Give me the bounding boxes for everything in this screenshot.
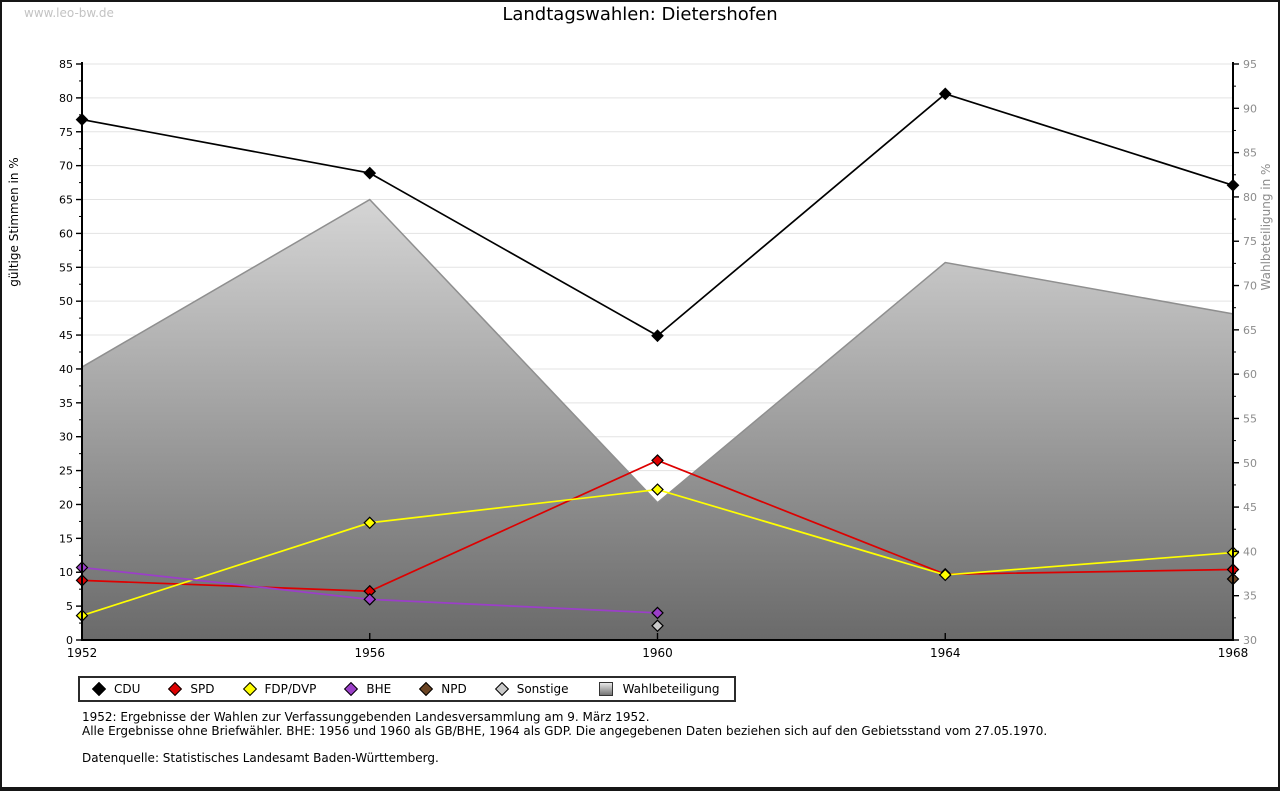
y-left-tick-label: 65 (59, 194, 73, 207)
data-marker (651, 483, 664, 496)
y-right-tick-label: 70 (1243, 280, 1257, 293)
diamond-marker-icon (344, 681, 359, 697)
data-source: Datenquelle: Statistisches Landesamt Bad… (82, 751, 439, 765)
wahlbeteiligung-swatch-icon (598, 682, 613, 696)
series-sonstige (651, 619, 664, 633)
legend: CDU SPD FDP/DVP BHE NPD Sonstige Wahlbeteiligu… (78, 676, 736, 702)
y-axis-left-title: gültige Stimmen in % (7, 157, 21, 286)
legend-label: NPD (441, 682, 467, 696)
data-marker (363, 592, 377, 606)
y-left-tick-label: 35 (59, 397, 73, 410)
y-left-tick-label: 60 (59, 227, 73, 240)
y-left-tick-label: 70 (59, 160, 73, 173)
chart-svg: 0 5 10 15 20 25 30 35 40 45 50 55 60 65 70 75 80 85 30 35 40… (7, 58, 1273, 660)
y-right-tick-label: 90 (1243, 102, 1257, 115)
y-right-tick-label: 35 (1243, 590, 1257, 603)
y-left-tick-label: 75 (59, 126, 73, 139)
data-marker (651, 454, 664, 467)
y-right-tick-label: 55 (1243, 412, 1257, 425)
data-marker (363, 516, 377, 530)
y-left-tick-label: 50 (59, 295, 73, 308)
legend-label: Sonstige (516, 682, 569, 696)
y-left-tick-label: 80 (59, 92, 73, 105)
x-tick-label: 1968 (1218, 646, 1249, 660)
legend-item-bhe: BHE (344, 681, 392, 697)
data-marker (938, 87, 952, 101)
legend-item-npd: NPD (419, 681, 467, 697)
diamond-marker-icon (168, 681, 183, 697)
series-fdp-dvp (75, 483, 1240, 622)
y-left-tick-label: 85 (59, 58, 73, 71)
legend-label: Wahlbeteiligung (622, 682, 720, 696)
chart-title: Landtagswahlen: Dietershofen (502, 4, 778, 25)
diamond-marker-icon (91, 681, 107, 697)
y-left-tick-label: 55 (59, 261, 73, 274)
wahlbeteiligung-area (82, 199, 1233, 640)
legend-label: CDU (114, 682, 141, 696)
legend-label: FDP/DVP (264, 682, 317, 696)
y-right-tick-label: 40 (1243, 545, 1257, 558)
data-marker (651, 619, 664, 633)
y-right-tick-label: 45 (1243, 501, 1257, 514)
y-left-tick-label: 40 (59, 363, 73, 376)
axes: 0 5 10 15 20 25 30 35 40 45 50 55 60 65 70 75 80 85 30 35 40… (59, 58, 1257, 660)
y-right-tick-label: 75 (1243, 235, 1257, 248)
legend-item-spd: SPD (168, 681, 215, 697)
diamond-marker-icon (494, 681, 509, 697)
x-tick-label: 1952 (67, 646, 98, 660)
y-right-tick-label: 85 (1243, 147, 1257, 160)
data-marker (938, 568, 952, 582)
legend-item-fdp-dvp: FDP/DVP (242, 681, 317, 697)
legend-label: SPD (190, 682, 215, 696)
y-right-tick-label: 50 (1243, 457, 1257, 470)
y-left-tick-label: 0 (66, 634, 73, 647)
footnote-line-2: Alle Ergebnisse ohne Briefwähler. BHE: 1… (82, 724, 1048, 738)
y-left-tick-label: 10 (59, 566, 73, 579)
chart-canvas: 0 5 10 15 20 25 30 35 40 45 50 55 60 65 70 75 80 85 30 35 40… (2, 2, 1278, 678)
footnote-line-1: 1952: Ergebnisse der Wahlen zur Verfassu… (82, 710, 650, 724)
x-tick-label: 1960 (642, 646, 673, 660)
data-marker (363, 166, 377, 180)
y-axis-right-title: Wahlbeteiligung in % (1259, 164, 1273, 291)
diamond-marker-icon (419, 681, 434, 697)
y-right-tick-label: 95 (1243, 58, 1257, 71)
y-right-tick-label: 30 (1243, 634, 1257, 647)
watermark: www.leo-bw.de (24, 6, 114, 20)
legend-item-cdu: CDU (91, 681, 141, 697)
y-right-tick-label: 80 (1243, 191, 1257, 204)
y-left-tick-label: 45 (59, 329, 73, 342)
diamond-marker-icon (242, 681, 257, 697)
data-marker (651, 606, 664, 620)
y-right-tick-label: 65 (1243, 324, 1257, 337)
y-left-tick-label: 5 (66, 600, 73, 613)
y-left-tick-label: 25 (59, 465, 73, 478)
legend-item-sonstige: Sonstige (494, 681, 569, 697)
legend-label: BHE (366, 682, 392, 696)
wahlbeteiligung-edge (81, 198, 1234, 504)
footnotes: 1952: Ergebnisse der Wahlen zur Verfassu… (82, 710, 1047, 765)
y-left-tick-label: 15 (59, 532, 73, 545)
x-tick-label: 1964 (930, 646, 961, 660)
y-right-tick-label: 60 (1243, 368, 1257, 381)
legend-item-wahlbeteiligung: Wahlbeteiligung (598, 682, 720, 696)
x-tick-label: 1956 (354, 646, 385, 660)
y-left-tick-label: 30 (59, 431, 73, 444)
y-left-tick-label: 20 (59, 498, 73, 511)
data-marker (651, 329, 664, 343)
